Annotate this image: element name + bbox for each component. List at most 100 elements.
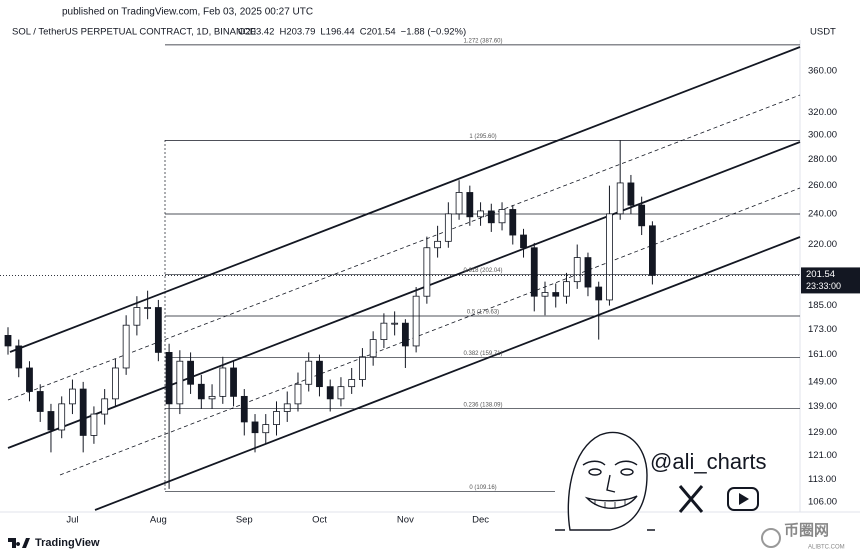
candle-body <box>326 386 334 400</box>
candle-body <box>606 213 613 301</box>
candle-body <box>251 421 259 434</box>
site-name: 币圈网 <box>784 522 829 539</box>
footer-brand: TradingView <box>35 537 100 549</box>
candle-body <box>262 424 270 434</box>
youtube-icon <box>727 487 759 511</box>
ohlc-value: O203.42 <box>238 27 274 38</box>
channel-lines <box>7 46 801 511</box>
candle-body <box>627 182 635 206</box>
channel-upper <box>9 46 801 353</box>
x-tick-label: Oct <box>312 515 327 526</box>
y-tick-label: 121.00 <box>808 450 837 461</box>
fib-level-label: 1 (295.60) <box>469 134 496 140</box>
candle-body <box>584 257 592 288</box>
candle-body <box>412 295 420 347</box>
candle-body <box>197 383 205 400</box>
candle-body <box>477 210 484 218</box>
candle-body <box>208 395 216 400</box>
channel-upper-mid <box>7 94 801 401</box>
candle-body <box>187 360 194 385</box>
ohlc-value: H203.79 <box>279 27 315 38</box>
y-tick-label: 139.00 <box>808 401 837 412</box>
youtube-play <box>739 493 749 505</box>
candle-body <box>79 388 87 436</box>
candle-body <box>563 281 570 297</box>
y-tick-label: 161.00 <box>808 349 837 360</box>
y-tick-label: 113.00 <box>808 474 836 485</box>
x-tick-label: Jul <box>66 515 78 526</box>
x-tick-label: Dec <box>472 515 489 526</box>
candle-body <box>101 398 109 415</box>
candle-body <box>380 322 388 340</box>
candle-body <box>401 322 409 347</box>
candle-body <box>69 388 76 405</box>
candle-body <box>4 335 12 347</box>
candle-body <box>15 345 23 369</box>
candle-body <box>520 234 527 249</box>
x-tick-label: Nov <box>397 515 414 526</box>
candle-body <box>348 379 356 388</box>
fib-level-label: 0.618 (202.04) <box>463 268 502 274</box>
candle-body <box>487 210 495 224</box>
candle-body <box>133 307 141 326</box>
candle-body <box>391 322 399 325</box>
fib-level-label: 1.272 (387.60) <box>463 38 502 44</box>
y-tick-label: 300.00 <box>808 130 837 141</box>
fib-level-label: 0.5 (179.63) <box>467 310 499 316</box>
watermark: @ali_charts 币圈网 ALIBTC.COM <box>555 431 845 551</box>
symbol-title: SOL / TetherUS PERPETUAL CONTRACT, 1D, B… <box>12 27 256 38</box>
x-icon <box>678 485 704 513</box>
currency-label: USDT <box>810 27 836 38</box>
candle-body <box>165 352 173 405</box>
y-tick-label: 129.00 <box>808 427 837 438</box>
y-tick-label: 240.00 <box>808 208 837 219</box>
countdown-label: 23:33:00 <box>806 281 841 291</box>
candle-body <box>230 367 237 397</box>
candle-body <box>616 182 624 215</box>
candle-body <box>273 411 280 425</box>
y-tick-label: 220.00 <box>808 239 837 250</box>
candle-body <box>294 383 302 405</box>
y-tick-label: 280.00 <box>808 154 837 165</box>
channel-middle <box>7 141 801 449</box>
candle-body <box>455 192 463 215</box>
x-tick-label: Aug <box>150 515 167 526</box>
y-tick-label: 149.00 <box>808 376 837 387</box>
candle-body <box>26 367 33 392</box>
candle-body <box>573 257 581 283</box>
candle-body <box>219 367 227 397</box>
candle-body <box>509 209 517 236</box>
y-tick-label: 106.00 <box>808 496 837 507</box>
candle-body <box>112 367 119 400</box>
candle-body <box>530 247 538 297</box>
candle-body <box>498 209 506 224</box>
y-tick-label: 185.00 <box>808 300 837 311</box>
candles <box>4 140 656 489</box>
y-tick-label: 360.00 <box>808 65 837 76</box>
candle-body <box>47 411 55 431</box>
candle-body <box>337 386 345 400</box>
candle-body <box>444 213 452 242</box>
candle-body <box>240 395 248 423</box>
author-handle: @ali_charts <box>650 449 767 474</box>
price-tag <box>801 267 860 294</box>
candle-body <box>154 307 162 353</box>
candle-body <box>58 403 66 431</box>
candle-body <box>649 225 656 276</box>
candle-body <box>369 339 377 358</box>
candle-body <box>466 192 474 218</box>
ohlc-value: C201.54 <box>360 27 396 38</box>
candle-body <box>176 360 184 405</box>
channel-lower-mid <box>59 187 801 476</box>
candle-body <box>316 360 323 388</box>
candle-body <box>283 403 291 412</box>
tv-logo <box>8 538 30 548</box>
candle-body <box>423 247 431 297</box>
candle-body <box>552 292 560 297</box>
site-url: ALIBTC.COM <box>808 545 845 551</box>
y-tick-label: 320.00 <box>808 107 837 118</box>
ohlc-value: L196.44 <box>320 27 354 38</box>
fib-level-label: 0 (109.16) <box>469 485 496 491</box>
